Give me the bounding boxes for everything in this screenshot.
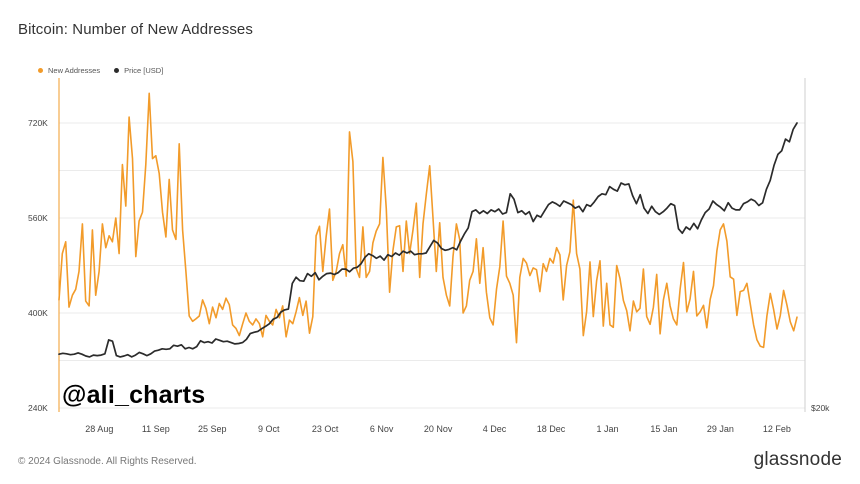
y-tick-label: 240K (28, 403, 48, 413)
x-tick-label: 12 Feb (763, 424, 791, 434)
legend-marker-price (114, 68, 120, 73)
legend-label-new-addresses: New Addresses (48, 66, 101, 75)
x-tick-label: 20 Nov (424, 424, 453, 434)
chart-legend: New Addresses Price [USD] (38, 66, 163, 75)
glassnode-logo: glassnode (753, 449, 842, 470)
x-tick-label: 23 Oct (312, 424, 339, 434)
y-tick-label: 560K (28, 213, 48, 223)
x-tick-label: 4 Dec (483, 424, 507, 434)
tick-labels: 240K 400K 560K 720K $20k 28 Aug 11 Sep 25 Sep 9 … (28, 118, 830, 434)
x-tick-label: 18 Dec (537, 424, 566, 434)
x-tick-label: 15 Jan (650, 424, 677, 434)
x-tick-label: 29 Jan (707, 424, 734, 434)
watermark-handle: @ali_charts (62, 381, 206, 409)
series-line-price (58, 122, 798, 358)
legend-item-new-addresses[interactable]: New Addresses (38, 66, 100, 75)
legend-item-price[interactable]: Price [USD] (114, 66, 163, 75)
x-tick-label: 11 Sep (142, 424, 170, 434)
legend-marker-new-addresses (38, 68, 43, 73)
x-tick-label: 25 Sep (198, 424, 227, 434)
chart-title: Bitcoin: Number of New Addresses (18, 21, 253, 38)
x-tick-label: 1 Jan (596, 424, 618, 434)
y-tick-label: 400K (28, 308, 48, 318)
legend-label-price: Price [USD] (124, 66, 164, 75)
series-line-new-addresses (58, 92, 798, 349)
series-layer (58, 92, 798, 358)
grid-lines (59, 122, 805, 409)
x-tick-label: 6 Nov (370, 424, 394, 434)
axes (58, 78, 806, 412)
y-right-tick-label: $20k (811, 403, 830, 413)
x-tick-label: 28 Aug (85, 424, 113, 434)
y-tick-label: 720K (28, 118, 48, 128)
x-tick-label: 9 Oct (258, 424, 280, 434)
copyright-text: © 2024 Glassnode. All Rights Reserved. (18, 456, 197, 467)
